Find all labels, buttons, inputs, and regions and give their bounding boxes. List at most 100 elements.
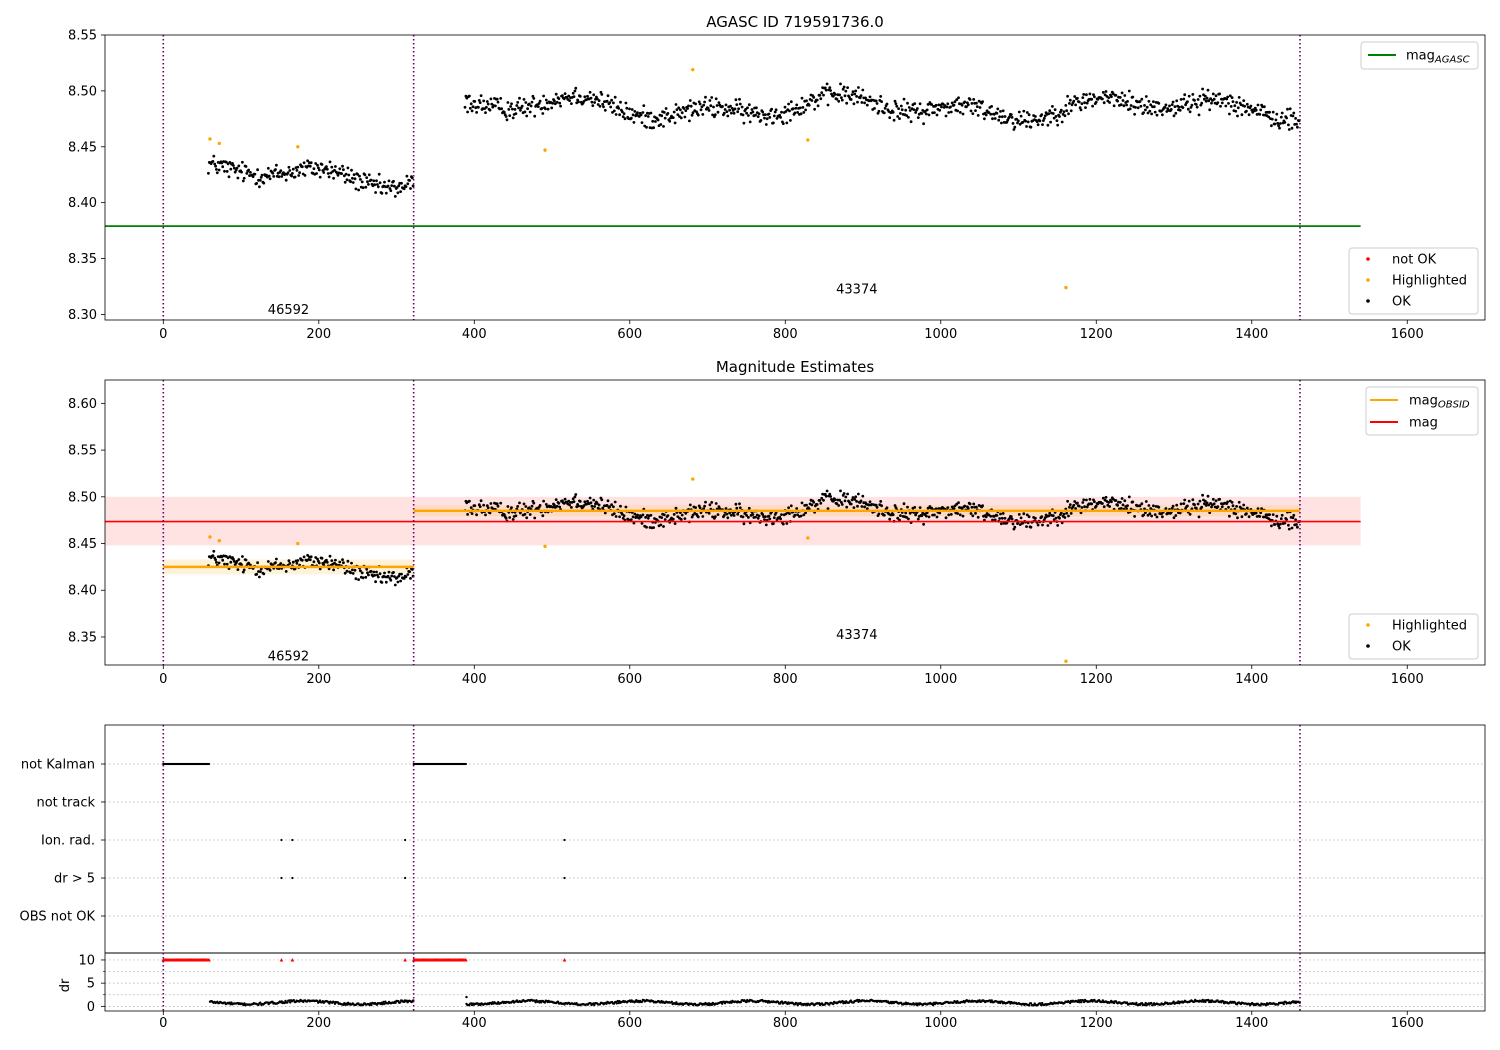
ok-point [1133, 515, 1136, 518]
ok-point [554, 92, 558, 96]
x-tick-label: 200 [306, 672, 331, 687]
ok-point [1131, 95, 1135, 99]
ok-point [511, 107, 514, 111]
ok-point [610, 98, 613, 102]
ok-point [482, 503, 486, 507]
y-tick-label: 8.50 [68, 84, 97, 99]
ok-point [1206, 88, 1210, 92]
agasc-panel: AGASC ID 719591736.0 46592 43374 0 200 400 60… [68, 13, 1486, 342]
ok-point [710, 501, 714, 504]
ok-point [1011, 522, 1015, 526]
ok-point [978, 106, 982, 109]
agasc-panel-title: AGASC ID 719591736.0 [706, 13, 884, 31]
ok-point [957, 96, 960, 100]
ok-point [794, 106, 798, 110]
ok-point [596, 103, 600, 106]
ok-point [247, 561, 251, 565]
ok-point [763, 116, 766, 120]
highlighted-point [296, 541, 300, 546]
ok-point [1122, 104, 1126, 108]
ok-point [598, 104, 602, 108]
ok-point [536, 105, 540, 108]
ok-point [1218, 497, 1221, 501]
ok-point [844, 495, 848, 499]
dr-clipped-marker [562, 957, 567, 962]
ok-point [1245, 109, 1248, 113]
ok-point [801, 106, 805, 109]
ok-point [683, 517, 687, 520]
ok-point [788, 109, 791, 113]
ok-point [231, 162, 234, 165]
ok-point [309, 161, 313, 165]
flag-point [464, 762, 467, 766]
ok-point [1011, 122, 1015, 125]
ok-point [482, 99, 486, 103]
dr-point [931, 1003, 935, 1007]
ok-point [1047, 514, 1051, 518]
ok-point [1270, 524, 1273, 528]
ok-point [1182, 502, 1186, 505]
ok-point [328, 554, 332, 558]
ok-point [228, 161, 232, 164]
ok-point [345, 569, 349, 573]
flags-plot-area: not Kalman not track Ion. rad. dr > 5 OBS no… [20, 724, 1486, 1031]
ok-point [805, 503, 808, 507]
ok-point [868, 95, 872, 99]
ok-point [1048, 511, 1052, 515]
ok-point [1194, 103, 1198, 106]
ok-point [666, 514, 670, 517]
ok-point [1294, 117, 1297, 120]
ok-point [721, 105, 724, 108]
ok-point [279, 562, 283, 565]
ok-point [511, 116, 515, 120]
ok-point [683, 115, 687, 119]
ok-point [989, 112, 993, 116]
ok-point [328, 160, 332, 164]
ok-point [1256, 507, 1260, 510]
ok-point [918, 102, 922, 106]
ok-point [829, 495, 832, 498]
ok-point [975, 505, 978, 509]
ok-point [820, 91, 824, 95]
ok-point [908, 109, 912, 112]
dr-point [710, 1003, 714, 1007]
ok-point [998, 517, 1001, 520]
ok-point [235, 166, 239, 170]
ok-point [662, 525, 665, 528]
dr-point [1078, 1001, 1081, 1004]
ok-point [268, 177, 272, 181]
ok-point [676, 113, 680, 116]
ok-point [953, 504, 957, 508]
ok-point [703, 504, 706, 508]
legend-label-sub: OBSID [1438, 400, 1470, 411]
ok-point [573, 495, 577, 499]
dr-point [292, 999, 296, 1002]
legend-marker-swatch [1366, 278, 1370, 282]
ok-point [666, 112, 670, 115]
ok-point [1029, 125, 1033, 129]
ok-point [852, 506, 856, 509]
ok-point [1212, 502, 1216, 506]
ok-point [601, 102, 605, 106]
ok-point [1186, 504, 1189, 508]
ok-point [544, 503, 548, 506]
ok-point [1063, 516, 1067, 519]
x-tick-label: 1400 [1235, 327, 1268, 342]
highlighted-point [806, 138, 810, 142]
ok-point [524, 101, 528, 104]
ok-point [1139, 104, 1143, 108]
ok-point [1273, 122, 1277, 126]
ok-point [891, 513, 895, 517]
ok-point [288, 169, 292, 172]
ok-point [1296, 525, 1299, 529]
ok-point [854, 495, 858, 499]
ok-point [624, 505, 628, 509]
ok-point [1144, 108, 1147, 112]
ok-point [1128, 107, 1132, 111]
ok-point [860, 101, 864, 104]
ok-point [851, 90, 855, 94]
ok-point [646, 115, 650, 118]
ok-point [1083, 505, 1086, 509]
ok-point [784, 110, 788, 113]
ok-point [211, 160, 215, 163]
